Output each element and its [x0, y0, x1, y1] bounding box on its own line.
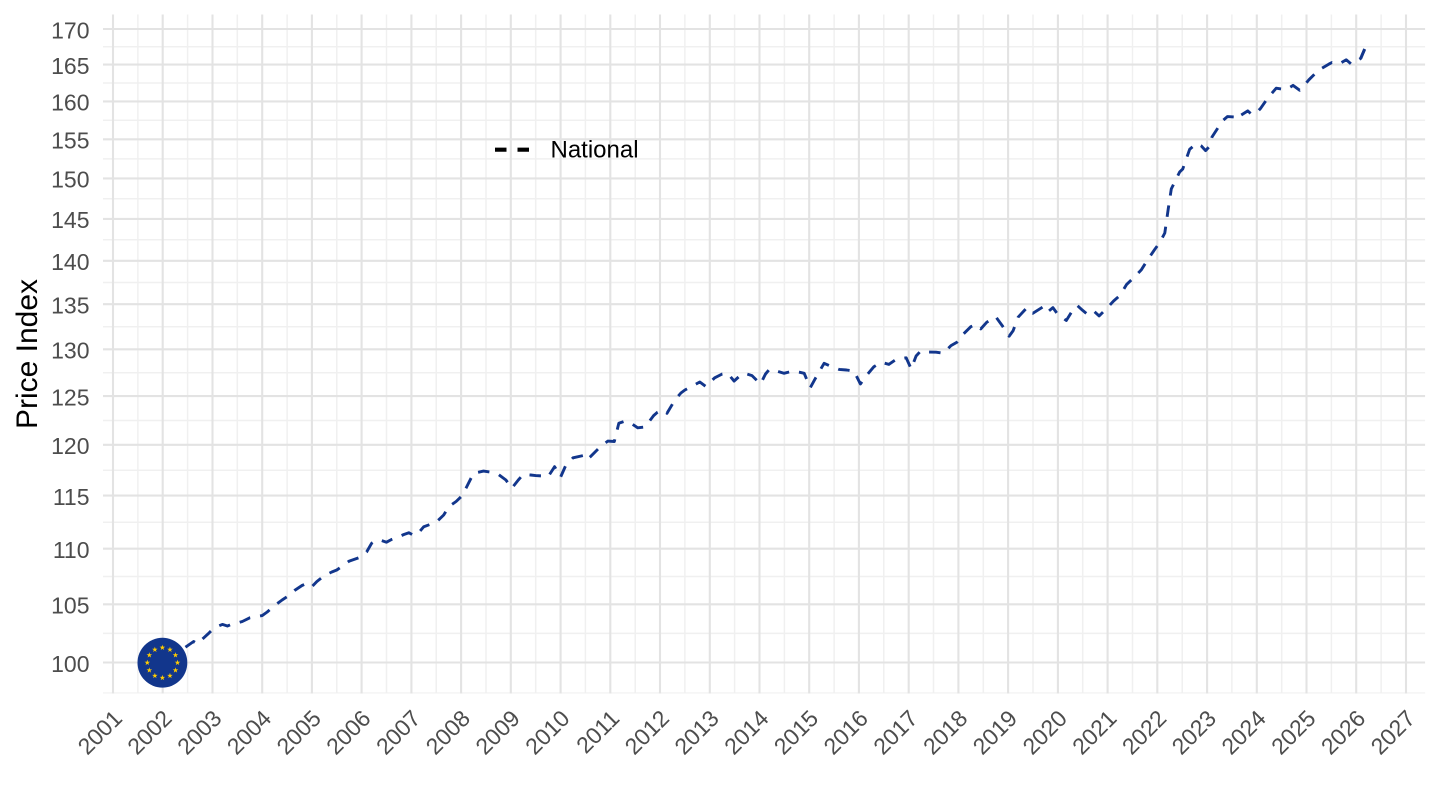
svg-text:140: 140 [51, 249, 89, 275]
svg-text:Price Index: Price Index [11, 279, 44, 429]
svg-text:135: 135 [51, 293, 89, 319]
svg-text:National: National [551, 137, 639, 164]
svg-text:165: 165 [51, 53, 89, 79]
svg-text:150: 150 [51, 167, 89, 193]
svg-text:130: 130 [51, 338, 89, 364]
svg-text:125: 125 [51, 384, 89, 410]
svg-text:105: 105 [51, 593, 89, 619]
svg-text:110: 110 [53, 537, 90, 563]
svg-text:120: 120 [51, 433, 89, 459]
svg-text:115: 115 [53, 484, 90, 510]
svg-text:100: 100 [51, 651, 89, 677]
svg-text:170: 170 [51, 17, 89, 43]
svg-text:160: 160 [51, 90, 89, 116]
svg-text:145: 145 [51, 207, 89, 233]
svg-text:155: 155 [51, 128, 89, 154]
